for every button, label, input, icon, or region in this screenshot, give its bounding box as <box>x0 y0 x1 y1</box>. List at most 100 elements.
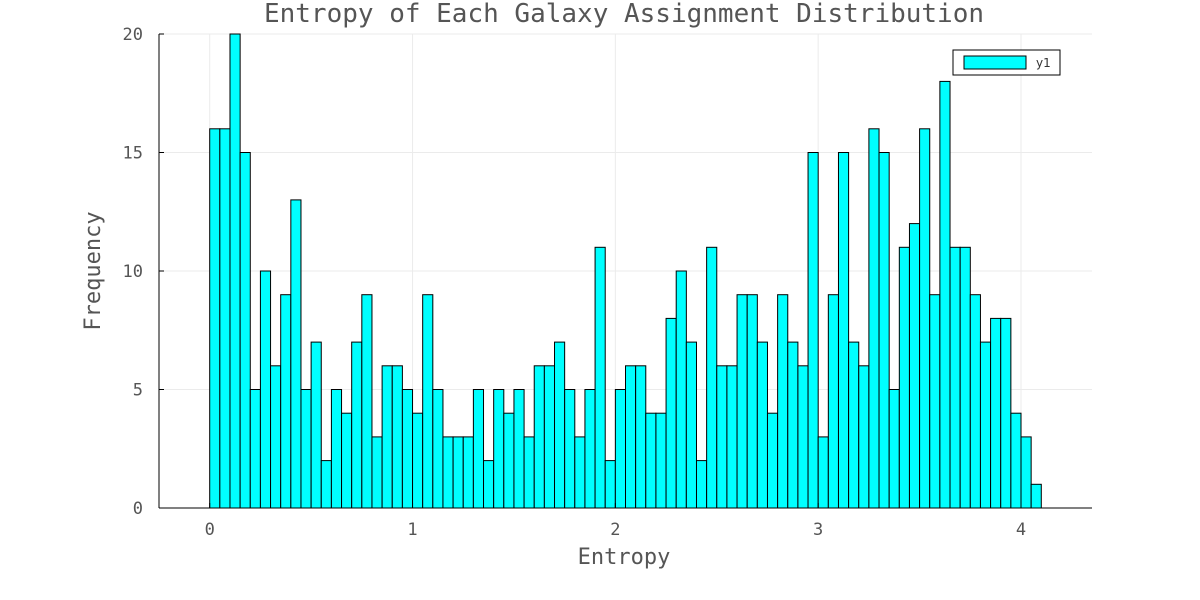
histogram-bar <box>533 365 545 509</box>
histogram-bar <box>604 460 616 509</box>
histogram-bar <box>594 246 606 509</box>
histogram-bar <box>351 341 363 509</box>
histogram-bar <box>462 436 474 509</box>
histogram-bar <box>807 152 819 509</box>
histogram-bar <box>1000 317 1012 509</box>
histogram-bar <box>990 317 1002 509</box>
histogram-bar <box>564 389 576 509</box>
histogram-bar <box>472 389 485 509</box>
y-tick-label: 15 <box>123 144 143 164</box>
histogram-bar <box>898 246 910 509</box>
histogram-bar <box>270 365 282 509</box>
histogram-bar <box>726 365 738 509</box>
y-tick-label: 20 <box>123 25 143 45</box>
histogram-bar <box>391 365 403 509</box>
histogram-bar <box>675 270 687 509</box>
histogram-bar <box>746 294 758 509</box>
histogram-bar <box>878 152 890 509</box>
histogram-bar <box>543 365 556 509</box>
histogram-bar <box>442 436 454 509</box>
histogram-bar <box>655 412 667 509</box>
histogram-bar <box>685 341 697 509</box>
histogram-bar <box>330 389 343 509</box>
y-tick-label: 10 <box>123 262 143 282</box>
histogram-bar <box>888 389 900 509</box>
histogram-bar <box>817 436 829 509</box>
histogram-bar <box>300 389 312 509</box>
histogram-bar <box>736 294 748 509</box>
histogram-bar <box>625 365 637 509</box>
histogram-bar <box>280 294 292 509</box>
histogram-bar <box>493 389 505 509</box>
histogram-bar <box>1020 436 1032 509</box>
bars <box>209 33 1042 509</box>
histogram-bar <box>766 412 779 509</box>
histogram-bar <box>219 128 231 509</box>
histogram-bar <box>452 436 464 509</box>
histogram-bar <box>919 128 931 509</box>
y-tick-label: 0 <box>133 499 143 519</box>
histogram-bar <box>584 389 596 509</box>
histogram-bar <box>837 152 850 509</box>
histogram-bar <box>756 341 768 509</box>
histogram-bar <box>523 436 535 509</box>
histogram-bar <box>716 365 728 509</box>
histogram-bar <box>412 412 424 509</box>
histogram-bar <box>858 365 870 509</box>
histogram-bar <box>665 317 677 509</box>
y-axis-label: Frequency <box>81 211 106 330</box>
y-tick-label: 5 <box>133 381 143 401</box>
x-tick-label: 3 <box>813 520 823 540</box>
histogram-bar <box>239 152 251 509</box>
histogram-bar <box>1030 483 1042 509</box>
histogram-bar <box>422 294 434 509</box>
histogram-bar <box>929 294 941 509</box>
histogram-bar <box>320 460 332 509</box>
x-tick-label: 1 <box>407 520 417 540</box>
histogram-bar <box>848 341 860 509</box>
histogram-bar <box>868 128 880 509</box>
histogram-bar <box>432 389 444 509</box>
histogram-bar <box>209 128 221 509</box>
histogram-bar <box>381 365 393 509</box>
histogram-bar <box>787 341 799 509</box>
histogram-bar <box>401 389 414 509</box>
histogram-bar <box>361 294 373 509</box>
x-tick-label: 0 <box>205 520 215 540</box>
histogram-bar <box>259 270 272 509</box>
histogram-bar <box>777 294 789 509</box>
histogram-bar <box>290 199 302 509</box>
histogram-bar <box>908 223 921 509</box>
histogram-bar <box>635 365 647 509</box>
histogram-bar <box>979 341 992 509</box>
histogram-bar <box>483 460 495 509</box>
histogram-bar <box>554 341 566 509</box>
histogram-bar <box>959 246 971 509</box>
legend: y1 <box>952 49 1061 76</box>
ticks: 0 1 2 3 4 0 5 10 15 20 <box>123 25 1027 540</box>
legend-swatch <box>963 55 1027 70</box>
histogram-bar <box>695 460 708 509</box>
histogram-bar <box>827 294 839 509</box>
histogram-bar <box>513 389 525 509</box>
legend-label: y1 <box>1036 56 1051 70</box>
histogram-bar <box>249 389 261 509</box>
histogram-bar <box>341 412 353 509</box>
histogram-bar <box>503 412 515 509</box>
histogram-bar <box>1010 412 1022 509</box>
histogram-bar <box>229 33 241 509</box>
x-tick-label: 2 <box>610 520 620 540</box>
histogram-bar <box>706 246 718 509</box>
histogram-bar <box>645 412 657 509</box>
histogram-bar <box>949 246 961 509</box>
histogram-bar <box>939 80 951 509</box>
histogram-bar <box>614 389 627 509</box>
histogram-bar <box>310 341 322 509</box>
chart-title: Entropy of Each Galaxy Assignment Distri… <box>264 0 984 29</box>
x-tick-label: 4 <box>1016 520 1026 540</box>
histogram-bar <box>371 436 383 509</box>
histogram-bar <box>969 294 981 509</box>
histogram-bar <box>797 365 809 509</box>
x-axis-label: Entropy <box>578 545 671 570</box>
